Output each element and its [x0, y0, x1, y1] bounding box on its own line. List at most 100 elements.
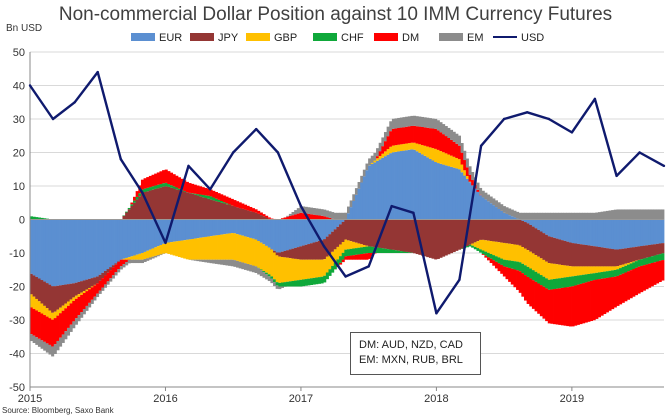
legend-label-jpy: JPY — [218, 32, 239, 44]
bar-em-64 — [199, 259, 203, 262]
bar-gbp-122 — [352, 241, 356, 249]
note-line-em: EM: MXN, RUB, BRL — [359, 354, 463, 366]
bar-em-238 — [658, 209, 662, 220]
bar-em-215 — [597, 212, 601, 220]
bar-em-166 — [468, 166, 472, 175]
bar-eur-65 — [201, 219, 205, 238]
bar-chf-141 — [402, 251, 406, 253]
bar-gbp-101 — [296, 259, 300, 281]
bar-em-165 — [465, 158, 469, 168]
bar-dm-206 — [574, 285, 578, 326]
bar-jpy-62 — [193, 194, 197, 220]
bar-gbp-66 — [204, 236, 208, 260]
bar-em-4 — [40, 340, 44, 349]
bar-gbp-206 — [574, 266, 578, 276]
bar-dm-195 — [545, 288, 549, 322]
usd-point-28 — [662, 164, 666, 168]
bar-gbp-215 — [597, 266, 601, 273]
bar-gbp-73 — [222, 234, 226, 260]
usd-point-11 — [276, 151, 280, 154]
bar-dm-154 — [436, 130, 440, 150]
bar-em-5 — [43, 341, 47, 351]
bar-gbp-131 — [376, 158, 380, 161]
bar-jpy-47 — [154, 188, 158, 220]
bar-jpy-42 — [140, 192, 144, 220]
bar-gbp-170 — [479, 239, 483, 250]
bar-em-106 — [310, 207, 314, 215]
bar-dm-65 — [201, 187, 205, 195]
bar-dm-88 — [262, 214, 266, 217]
bar-eur-21 — [85, 219, 89, 280]
bar-jpy-20 — [82, 280, 86, 292]
bar-jpy-213 — [592, 246, 596, 267]
bar-jpy-155 — [439, 219, 443, 258]
chart-title: Non-commercial Dollar Position against 1… — [58, 4, 613, 25]
bar-eur-176 — [494, 207, 498, 220]
bar-jpy-200 — [558, 239, 562, 265]
bar-dm-43 — [143, 178, 147, 189]
bar-jpy-0 — [30, 273, 34, 295]
bar-em-22 — [88, 302, 92, 308]
bar-eur-181 — [508, 215, 512, 220]
bar-dm-127 — [365, 253, 369, 260]
bar-gbp-99 — [291, 258, 295, 281]
bar-jpy-230 — [637, 246, 641, 260]
bar-gbp-104 — [304, 259, 308, 280]
bar-em-117 — [339, 212, 343, 220]
bar-gbp-226 — [627, 262, 631, 265]
bar-eur-183 — [513, 217, 517, 220]
bar-gbp-5 — [43, 305, 47, 316]
bar-chf-225 — [624, 265, 628, 273]
bar-jpy-124 — [357, 219, 361, 244]
bar-eur-152 — [431, 160, 435, 220]
bar-jpy-237 — [656, 243, 660, 255]
y-tick-10: 10 — [13, 181, 25, 193]
bar-chf-230 — [637, 260, 641, 267]
bar-eur-163 — [460, 172, 464, 220]
bar-dm-46 — [151, 174, 155, 187]
bar-eur-239 — [661, 219, 665, 244]
bar-jpy-167 — [471, 219, 475, 244]
bar-eur-151 — [428, 158, 432, 220]
bar-dm-85 — [254, 209, 258, 213]
bar-eur-199 — [555, 219, 559, 239]
bar-jpy-223 — [619, 249, 623, 266]
bar-eur-36 — [125, 219, 129, 258]
bar-dm-59 — [185, 181, 189, 193]
bar-dm-7 — [48, 318, 52, 345]
bar-dm-28 — [103, 275, 108, 285]
bar-em-33 — [117, 269, 121, 273]
bar-eur-134 — [383, 156, 388, 220]
bar-gbp-37 — [127, 257, 131, 260]
bar-eur-94 — [278, 219, 282, 253]
bar-gbp-202 — [563, 265, 567, 278]
usd-point-7 — [187, 164, 190, 168]
bar-chf-4 — [40, 217, 44, 220]
bar-dm-188 — [526, 276, 530, 304]
bar-chf-138 — [394, 250, 398, 253]
bar-dm-143 — [407, 126, 411, 144]
bar-eur-225 — [624, 219, 628, 249]
usd-point-5 — [141, 191, 144, 194]
legend-swatch-dm — [374, 33, 398, 42]
bar-chf-99 — [291, 280, 295, 287]
y-tick--40: -40 — [9, 349, 25, 361]
bar-dm-105 — [307, 213, 311, 220]
bar-chf-181 — [508, 260, 512, 268]
bar-chf-186 — [521, 263, 525, 274]
bar-gbp-129 — [370, 162, 374, 164]
usd-point-3 — [96, 70, 99, 74]
bar-eur-105 — [307, 219, 311, 245]
bar-dm-31 — [111, 267, 115, 276]
bar-jpy-182 — [510, 219, 514, 245]
bar-jpy-105 — [307, 244, 311, 260]
bar-eur-57 — [180, 219, 184, 241]
y-tick-20: 20 — [13, 148, 25, 160]
bar-dm-87 — [259, 212, 263, 216]
bar-dm-132 — [378, 151, 382, 156]
bar-eur-63 — [196, 219, 200, 239]
bar-jpy-24 — [93, 277, 97, 285]
bar-dm-198 — [553, 289, 557, 325]
bar-eur-157 — [444, 165, 448, 220]
bar-dm-135 — [386, 136, 390, 150]
